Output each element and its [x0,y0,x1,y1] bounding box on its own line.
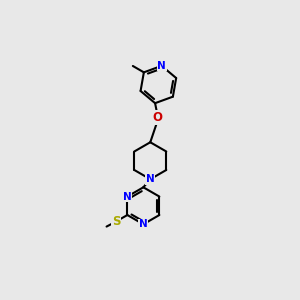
Text: N: N [139,219,148,229]
Text: N: N [123,191,132,202]
Text: O: O [152,111,162,124]
Text: N: N [146,174,155,184]
Text: N: N [157,61,166,71]
Text: S: S [112,215,121,228]
